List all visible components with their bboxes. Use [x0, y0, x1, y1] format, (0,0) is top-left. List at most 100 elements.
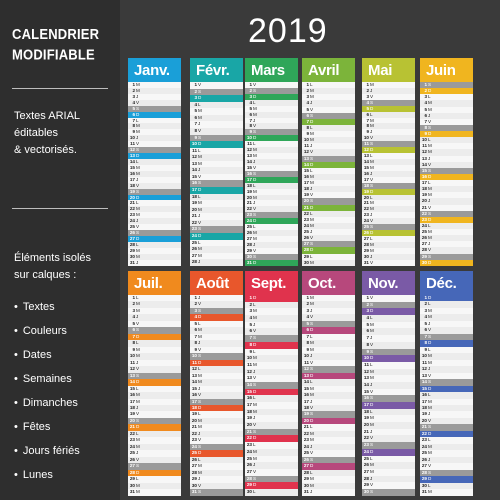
- weekday-letter: M: [136, 253, 140, 259]
- day-number: 23: [129, 212, 135, 218]
- day-number: 25: [191, 450, 197, 456]
- day-number: 25: [129, 224, 135, 230]
- day-number: 4: [132, 314, 135, 320]
- day-row: 18J: [128, 404, 181, 412]
- day-number: 24: [363, 218, 369, 224]
- weekday-letter: V: [198, 219, 202, 225]
- day-number: 30: [303, 482, 309, 488]
- month-name: Févr.: [190, 58, 243, 82]
- weekday-letter: S: [253, 87, 257, 93]
- month-5: Mai 1M 2J 3V 4S 5D 6L 7M 8M 9J 10V 11S 12D 13L 14M 15M 1…: [362, 58, 415, 266]
- weekday-letter: V: [136, 320, 140, 326]
- day-number: 19: [129, 188, 135, 194]
- day-row: 3J: [128, 93, 181, 100]
- day-row: 11J: [128, 359, 181, 367]
- day-number: 2: [132, 87, 135, 93]
- month-2: Févr. 1V 2S 3D 4L 5M 6M 7J 8V 9S 10D 11L 12M 13M 14J 15…: [190, 58, 243, 266]
- weekday-letter: J: [310, 100, 313, 106]
- weekday-letter: S: [370, 141, 374, 147]
- day-number: 17: [246, 402, 252, 407]
- day-number: 11: [130, 141, 135, 147]
- weekday-letter: D: [428, 476, 432, 482]
- month-name: Mai: [362, 58, 415, 82]
- weekday-letter: M: [253, 361, 257, 367]
- day-row: 21S: [420, 424, 473, 431]
- day-row: 15D: [245, 388, 298, 396]
- day-row: 16M: [128, 392, 181, 399]
- day-number: 14: [363, 381, 369, 387]
- weekday-letter: J: [370, 475, 373, 481]
- day-row: 22M: [362, 206, 415, 213]
- day-row: 1L: [302, 82, 355, 89]
- weekday-letter: L: [253, 348, 256, 354]
- day-row: 15L: [128, 385, 181, 393]
- day-number: 12: [421, 149, 427, 155]
- day-row: 29M: [302, 476, 355, 483]
- weekday-letter: L: [370, 455, 373, 461]
- weekday-letter: V: [310, 359, 314, 365]
- day-number: 17: [363, 402, 369, 407]
- weekday-letter: S: [428, 167, 432, 173]
- day-row: 11M: [420, 143, 473, 150]
- day-number: 25: [303, 229, 309, 234]
- weekday-letter: M: [370, 200, 374, 206]
- weekday-letter: M: [253, 111, 257, 117]
- day-row: 13M: [190, 160, 243, 168]
- day-row: 31S: [190, 489, 243, 496]
- day-row: 11M: [245, 361, 298, 369]
- weekday-letter: S: [136, 188, 140, 194]
- month-name: Mars: [245, 58, 298, 82]
- day-row: 26M: [190, 246, 243, 253]
- weekday-letter: L: [136, 241, 139, 247]
- day-row: 29D: [245, 482, 298, 489]
- day-number: 22: [363, 435, 369, 441]
- weekday-letter: J: [370, 212, 373, 218]
- weekday-letter: M: [428, 307, 432, 313]
- weekday-letter: S: [198, 88, 202, 94]
- day-row: 2L: [420, 301, 473, 308]
- day-number: 8: [194, 340, 197, 346]
- day-number: 27: [246, 235, 252, 241]
- weekday-letter: V: [428, 247, 432, 253]
- day-number: 7: [424, 118, 427, 124]
- day-number: 3: [306, 307, 309, 313]
- weekday-letter: L: [310, 469, 313, 475]
- weekday-letter: D: [310, 327, 314, 333]
- day-number: 12: [246, 368, 252, 374]
- day-row: 12V: [302, 149, 355, 156]
- day-number: 13: [246, 375, 252, 381]
- weekday-letter: S: [136, 327, 140, 333]
- day-number: 27: [191, 463, 197, 469]
- day-row: 23M: [128, 437, 181, 444]
- day-row: 10M: [420, 353, 473, 360]
- day-row: 21J: [362, 428, 415, 436]
- day-row: 10M: [302, 137, 355, 144]
- day-row: 22M: [128, 206, 181, 213]
- month-6: Juin 1S 2D 3L 4M 5M 6J 7V 8S 9D 10L 11M 12M 13J 14V 15S…: [420, 58, 473, 266]
- day-row: 10D: [362, 355, 415, 362]
- weekday-letter: M: [136, 82, 140, 87]
- day-number: 1: [366, 82, 369, 87]
- weekday-letter: S: [370, 224, 374, 230]
- weekday-letter: V: [136, 182, 140, 188]
- day-number: 17: [191, 398, 197, 404]
- day-number: 16: [246, 395, 252, 401]
- weekday-letter: M: [310, 137, 314, 143]
- day-row: 9M: [128, 346, 181, 354]
- month-days: 1L 2M 3M 4J 5V 6S 7D 8L 9M 10M 11J 12V 13S 14D 15L 16M 1…: [302, 82, 355, 266]
- weekday-letter: D: [198, 187, 202, 192]
- day-number: 31: [246, 259, 252, 265]
- weekday-letter: J: [198, 476, 201, 482]
- weekday-letter: M: [136, 398, 140, 404]
- day-row: 16V: [190, 392, 243, 399]
- weekday-letter: D: [136, 333, 140, 339]
- weekday-letter: D: [310, 463, 314, 469]
- day-row: 24D: [362, 448, 415, 456]
- day-row: 27S: [302, 241, 355, 248]
- weekday-letter: S: [253, 335, 257, 341]
- weekday-letter: V: [253, 328, 257, 334]
- weekday-letter: D: [370, 402, 374, 407]
- day-row: 20S: [128, 417, 181, 425]
- weekday-letter: V: [370, 435, 374, 441]
- day-number: 29: [421, 476, 427, 482]
